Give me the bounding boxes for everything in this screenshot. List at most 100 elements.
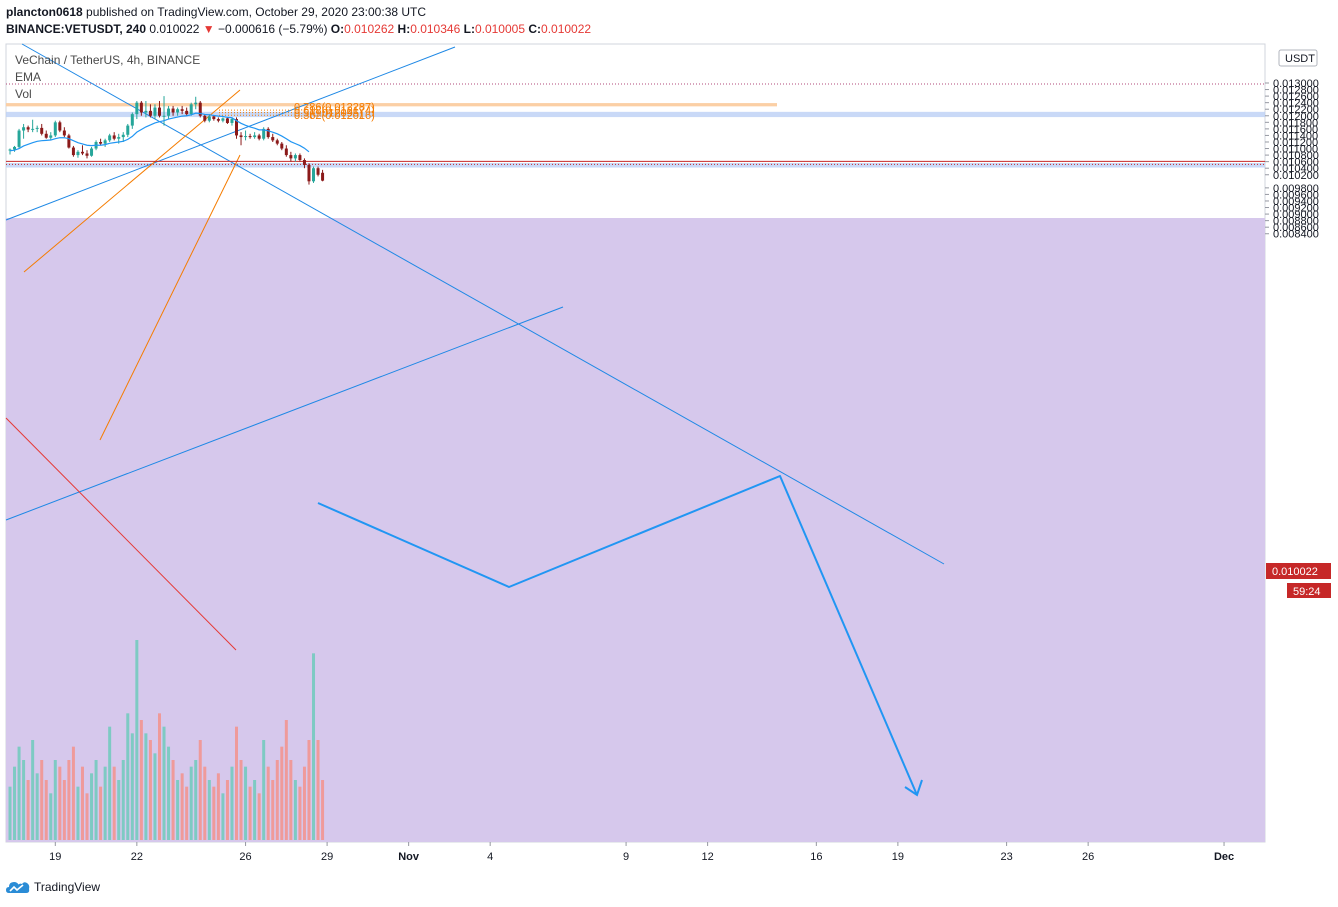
candle-body[interactable]: [225, 118, 229, 123]
volume-bar: [139, 720, 143, 840]
candle-body[interactable]: [167, 108, 171, 116]
candle-body[interactable]: [58, 122, 62, 131]
candle-body[interactable]: [139, 102, 143, 113]
candle-body[interactable]: [230, 119, 234, 123]
time-tick-label: 16: [810, 851, 822, 863]
candle-body[interactable]: [275, 140, 279, 144]
candle-body[interactable]: [35, 127, 39, 129]
candle-body[interactable]: [221, 118, 225, 121]
candle-body[interactable]: [135, 102, 139, 115]
candle-body[interactable]: [99, 141, 103, 144]
candle-body[interactable]: [26, 127, 30, 130]
volume-bar: [49, 793, 53, 840]
candle-body[interactable]: [112, 135, 116, 139]
candle-body[interactable]: [207, 116, 211, 121]
candle-body[interactable]: [49, 135, 53, 138]
candle-body[interactable]: [312, 168, 316, 182]
candle-body[interactable]: [76, 151, 80, 156]
candle-body[interactable]: [293, 155, 297, 159]
volume-bar: [112, 766, 116, 840]
candle-body[interactable]: [121, 134, 125, 138]
ascending-channel-lower[interactable]: [5, 306, 564, 521]
volume-bar: [22, 760, 26, 840]
forecast-path[interactable]: [317, 475, 918, 796]
candle-body[interactable]: [176, 109, 180, 113]
candle-body[interactable]: [153, 107, 157, 116]
fib-zone-orange[interactable]: [6, 103, 777, 107]
candle-body[interactable]: [144, 110, 148, 113]
candle-body[interactable]: [307, 164, 311, 182]
candle-body[interactable]: [22, 127, 26, 131]
descending-trendline[interactable]: [21, 43, 945, 565]
candle-body[interactable]: [180, 109, 184, 111]
volume-bar: [85, 793, 89, 840]
candle-body[interactable]: [148, 110, 152, 116]
candle-body[interactable]: [203, 115, 207, 121]
candle-body[interactable]: [80, 151, 84, 154]
resistance-zone-blue[interactable]: [6, 111, 1265, 118]
candle-body[interactable]: [44, 133, 48, 138]
orange-wedge-lower[interactable]: [99, 154, 241, 441]
candle-body[interactable]: [13, 146, 17, 150]
candle-body[interactable]: [280, 143, 284, 149]
candle-body[interactable]: [239, 135, 243, 138]
candle-body[interactable]: [253, 135, 257, 138]
candle-body[interactable]: [257, 135, 261, 139]
candle-body[interactable]: [271, 137, 275, 141]
candle-body[interactable]: [130, 114, 134, 126]
candle-body[interactable]: [162, 115, 166, 117]
footer-brand: TradingView: [34, 880, 101, 894]
candle-body[interactable]: [316, 168, 320, 175]
target-zone-purple[interactable]: [6, 218, 1265, 843]
candle-body[interactable]: [194, 102, 198, 105]
volume-bar: [31, 740, 35, 840]
candle-body[interactable]: [90, 148, 94, 156]
candle-body[interactable]: [262, 128, 266, 139]
candle-body[interactable]: [40, 127, 44, 134]
candle-body[interactable]: [85, 153, 89, 156]
volume-bar: [280, 746, 284, 840]
candle-body[interactable]: [103, 140, 107, 144]
volume-bar: [271, 780, 275, 840]
ema-line[interactable]: [9, 112, 310, 153]
candle-body[interactable]: [62, 130, 66, 136]
ascending-channel-upper[interactable]: [5, 46, 456, 221]
support-zone-blue[interactable]: [6, 162, 1265, 168]
candle-body[interactable]: [302, 160, 306, 165]
candle-body[interactable]: [189, 104, 193, 115]
volume-bar: [35, 773, 39, 840]
volume-bar: [108, 726, 112, 840]
candle-body[interactable]: [53, 122, 57, 136]
tradingview-logo[interactable]: TradingView: [6, 880, 100, 894]
candle-body[interactable]: [321, 172, 325, 181]
candle-body[interactable]: [216, 119, 220, 121]
candle-body[interactable]: [198, 102, 202, 116]
price-change: −0.000616 (−5.79%): [218, 22, 328, 36]
candle-body[interactable]: [185, 110, 189, 115]
candle-body[interactable]: [248, 136, 252, 138]
candle-body[interactable]: [244, 136, 248, 138]
candle-body[interactable]: [171, 108, 175, 113]
legend-ema[interactable]: EMA: [15, 70, 42, 84]
volume-bar: [180, 773, 184, 840]
candle-body[interactable]: [212, 116, 216, 120]
candle-body[interactable]: [31, 128, 35, 130]
publisher-name[interactable]: plancton0618: [6, 5, 83, 19]
candle-body[interactable]: [8, 149, 12, 151]
candle-body[interactable]: [284, 148, 288, 156]
candle-body[interactable]: [289, 155, 293, 159]
candle-body[interactable]: [235, 119, 238, 136]
candle-body[interactable]: [298, 155, 302, 161]
candle-body[interactable]: [266, 128, 270, 138]
candle-body[interactable]: [108, 135, 112, 141]
legend-vol[interactable]: Vol: [15, 87, 32, 101]
candle-body[interactable]: [117, 137, 121, 139]
currency-box[interactable]: [1278, 49, 1318, 67]
candle-body[interactable]: [157, 107, 161, 116]
candle-body[interactable]: [17, 130, 21, 147]
candle-body[interactable]: [67, 135, 71, 148]
candle-body[interactable]: [126, 125, 130, 135]
red-trendline[interactable]: [5, 417, 237, 651]
candle-body[interactable]: [71, 147, 75, 156]
